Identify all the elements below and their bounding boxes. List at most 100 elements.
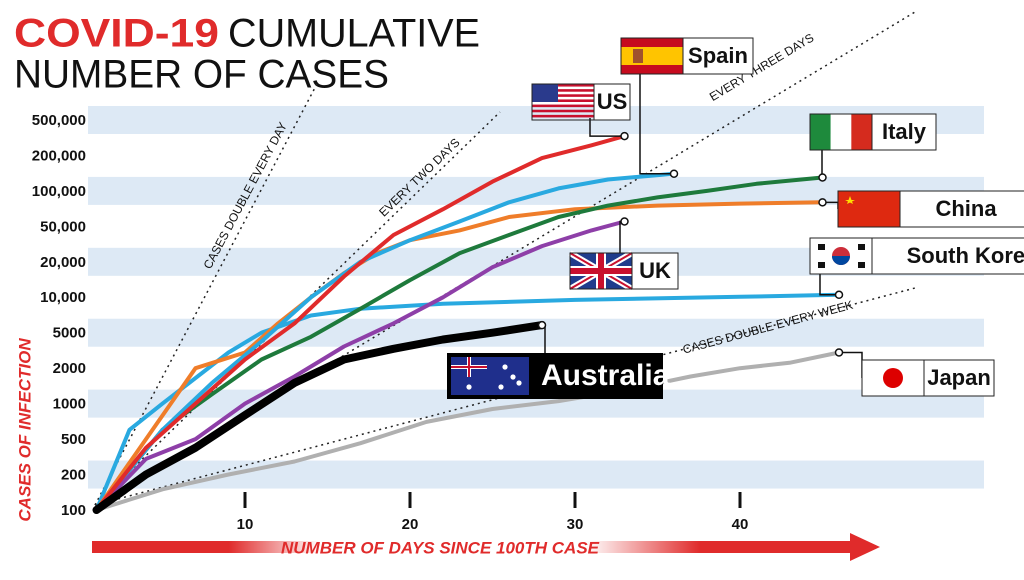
flag-star bbox=[516, 380, 522, 386]
leader-dot bbox=[669, 169, 679, 178]
series-label: Italy bbox=[809, 113, 937, 182]
legend-label: US bbox=[597, 89, 628, 114]
series-line bbox=[92, 321, 546, 514]
flag-field bbox=[451, 357, 529, 395]
leader-dot bbox=[818, 198, 827, 207]
flag-star bbox=[502, 364, 508, 370]
label-box bbox=[631, 252, 679, 290]
series-line bbox=[94, 171, 676, 512]
y-tick-label: 100,000 bbox=[32, 183, 86, 200]
label-box bbox=[899, 190, 1024, 228]
flag-stripe bbox=[532, 104, 594, 108]
leader-line bbox=[639, 72, 674, 175]
flag-cross bbox=[598, 253, 604, 289]
flag-star bbox=[466, 384, 472, 390]
legend-label: Australia bbox=[541, 359, 670, 392]
series-label: US bbox=[531, 83, 631, 141]
leader-dot bbox=[537, 320, 547, 330]
reference-line bbox=[94, 81, 319, 506]
leader-dot bbox=[620, 217, 629, 226]
y-tick-label: 2000 bbox=[53, 360, 86, 377]
flag-stripe bbox=[532, 94, 594, 97]
legend-label: Japan bbox=[927, 365, 991, 390]
y-axis-label: CASES OF INFECTION bbox=[15, 338, 34, 522]
y-tick-label: 20,000 bbox=[40, 254, 86, 271]
leader-line bbox=[819, 274, 839, 296]
flag-stripe bbox=[532, 99, 594, 102]
y-tick-label: 5000 bbox=[53, 325, 86, 342]
legend-label: Spain bbox=[688, 43, 748, 68]
y-tick-label: 100 bbox=[61, 502, 86, 519]
series-label: UK bbox=[568, 217, 679, 292]
x-axis-label: NUMBER OF DAYS SINCE 100TH CASE bbox=[281, 538, 600, 557]
label-box bbox=[593, 83, 631, 121]
flag-stripe bbox=[621, 47, 683, 65]
title: CUMULATIVE bbox=[228, 12, 480, 56]
flag-stripe bbox=[532, 89, 594, 92]
series-label: Spain bbox=[620, 37, 754, 178]
series-label: China bbox=[818, 190, 1024, 228]
x-tick-label: 20 bbox=[402, 516, 419, 533]
series-line bbox=[94, 175, 825, 512]
legend-label: Italy bbox=[882, 119, 927, 144]
leader-dot bbox=[818, 173, 827, 182]
flag-stripe bbox=[532, 114, 594, 118]
flag-stripe bbox=[830, 114, 852, 150]
flag-disc bbox=[883, 368, 903, 388]
flag-trigram bbox=[858, 262, 865, 268]
flag-stripe bbox=[810, 114, 831, 150]
y-tick-label: 500,000 bbox=[32, 112, 86, 129]
title: NUMBER OF CASES bbox=[14, 53, 389, 97]
y-tick-label: 10,000 bbox=[40, 289, 86, 306]
leader-line bbox=[839, 351, 863, 378]
x-tick-label: 10 bbox=[237, 516, 254, 533]
grid-band bbox=[88, 176, 984, 205]
series-labels: US Spain Italy China UK South Korea Australia J… bbox=[447, 37, 1024, 399]
flag-emblem bbox=[832, 256, 850, 265]
label-box bbox=[682, 37, 754, 75]
legend-label: UK bbox=[639, 258, 671, 283]
title-highlight: COVID-19 bbox=[14, 12, 219, 56]
flag-trigram bbox=[818, 262, 825, 268]
flag-canton bbox=[532, 84, 558, 102]
legend-label: China bbox=[935, 196, 997, 221]
flag-cross bbox=[468, 357, 470, 377]
series-line bbox=[94, 350, 841, 512]
x-axis-arrow-head bbox=[850, 533, 880, 561]
y-tick-label: 1000 bbox=[53, 396, 86, 413]
y-tick-label: 200,000 bbox=[32, 147, 86, 164]
flag-trigram bbox=[818, 244, 825, 250]
y-tick-label: 200 bbox=[61, 467, 86, 484]
series-label: Japan bbox=[834, 348, 995, 397]
plot bbox=[92, 134, 841, 514]
flag-star bbox=[510, 374, 516, 380]
leader-dot bbox=[620, 131, 629, 141]
series-label: South Korea bbox=[809, 237, 1024, 300]
y-tick-label: 50,000 bbox=[40, 218, 86, 235]
x-tick-label: 30 bbox=[567, 516, 584, 533]
leader-line bbox=[589, 118, 625, 137]
flag-star bbox=[498, 384, 504, 390]
x-tick-label: 40 bbox=[732, 516, 749, 533]
y-tick-label: 500 bbox=[61, 431, 86, 448]
label-box bbox=[871, 113, 937, 151]
flag-field bbox=[838, 191, 900, 227]
label-box bbox=[871, 237, 1024, 275]
label-box bbox=[923, 359, 995, 397]
series-line bbox=[94, 134, 627, 512]
flag-stripe bbox=[851, 114, 872, 150]
flag-stripe bbox=[532, 84, 594, 87]
flag-stripe bbox=[532, 109, 594, 113]
series-line bbox=[94, 219, 627, 512]
flag-emblem bbox=[633, 49, 643, 63]
flag-trigram bbox=[858, 244, 865, 250]
series-line bbox=[94, 292, 841, 512]
leader-dot bbox=[834, 290, 844, 300]
flag-star bbox=[845, 196, 855, 204]
legend-label: South Korea bbox=[907, 243, 1024, 268]
leader-dot bbox=[834, 348, 844, 357]
x-axis-arrow bbox=[92, 541, 852, 553]
series-label: Australia bbox=[447, 320, 670, 399]
